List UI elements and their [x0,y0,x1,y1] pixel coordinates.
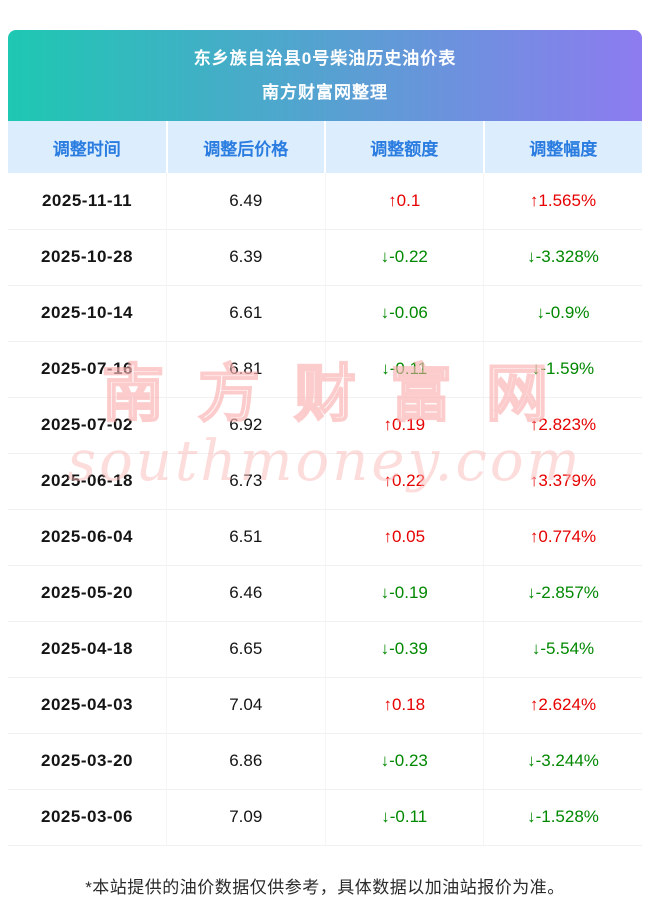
cell-change-pct: ↓-1.59% [483,341,642,398]
footer-note: *本站提供的油价数据仅供参考，具体数据以加油站报价为准。 [85,877,565,897]
cell-change: ↑0.19 [325,397,484,454]
cell-change-pct: ↓-0.9% [483,285,642,342]
cell-date: 2025-06-04 [8,509,167,566]
cell-change-pct: ↑1.565% [483,173,642,230]
cell-date: 2025-10-14 [8,285,167,342]
cell-date: 2025-07-02 [8,397,167,454]
cell-change-pct: ↑3.379% [483,453,642,510]
cell-price: 7.09 [166,789,326,846]
cell-date: 2025-05-20 [8,565,167,622]
table-row: 2025-05-20 6.46 ↓-0.19 ↓-2.857% [8,565,642,622]
table-header-row: 调整时间 调整后价格 调整额度 调整幅度 [8,121,642,173]
cell-change-pct: ↓-2.857% [483,565,642,622]
cell-price: 6.86 [166,733,326,790]
cell-change: ↑0.05 [325,509,484,566]
col-header-adjust-percent: 调整幅度 [482,121,642,173]
cell-price: 6.73 [166,453,326,510]
table-row: 2025-06-18 6.73 ↑0.22 ↑3.379% [8,453,642,510]
page-subtitle: 南方财富网整理 [262,83,388,102]
cell-change: ↑0.18 [325,677,484,734]
cell-price: 6.39 [166,229,326,286]
table-row: 2025-11-11 6.49 ↑0.1 ↑1.565% [8,173,642,230]
col-header-adjust-time: 调整时间 [8,121,167,173]
cell-change: ↓-0.22 [325,229,484,286]
cell-date: 2025-04-18 [8,621,167,678]
table-row: 2025-06-04 6.51 ↑0.05 ↑0.774% [8,509,642,566]
table-row: 2025-03-06 7.09 ↓-0.11 ↓-1.528% [8,789,642,846]
cell-price: 6.61 [166,285,326,342]
cell-change: ↓-0.23 [325,733,484,790]
cell-date: 2025-07-16 [8,341,167,398]
table-row: 2025-03-20 6.86 ↓-0.23 ↓-3.244% [8,733,642,790]
col-header-adjust-amount: 调整额度 [324,121,484,173]
cell-date: 2025-11-11 [8,173,167,230]
cell-change-pct: ↓-3.328% [483,229,642,286]
cell-change-pct: ↓-1.528% [483,789,642,846]
cell-change-pct: ↑0.774% [483,509,642,566]
cell-change: ↓-0.06 [325,285,484,342]
cell-price: 6.51 [166,509,326,566]
cell-date: 2025-06-18 [8,453,167,510]
price-table: 调整时间 调整后价格 调整额度 调整幅度 2025-11-11 6.49 ↑0.… [8,121,642,846]
cell-date: 2025-10-28 [8,229,167,286]
cell-price: 6.65 [166,621,326,678]
cell-change: ↓-0.11 [325,341,484,398]
table-row: 2025-07-02 6.92 ↑0.19 ↑2.823% [8,397,642,454]
cell-change: ↓-0.39 [325,621,484,678]
cell-change-pct: ↓-5.54% [483,621,642,678]
cell-price: 6.81 [166,341,326,398]
cell-change-pct: ↑2.624% [483,677,642,734]
cell-date: 2025-03-20 [8,733,167,790]
page-header: 东乡族自治县0号柴油历史油价表 南方财富网整理 [8,30,642,121]
cell-change: ↑0.22 [325,453,484,510]
col-header-adjusted-price: 调整后价格 [165,121,325,173]
cell-change: ↓-0.19 [325,565,484,622]
cell-change-pct: ↑2.823% [483,397,642,454]
table-row: 2025-07-16 6.81 ↓-0.11 ↓-1.59% [8,341,642,398]
cell-change: ↓-0.11 [325,789,484,846]
page-title: 东乡族自治县0号柴油历史油价表 [193,49,457,68]
cell-price: 7.04 [166,677,326,734]
table-row: 2025-04-18 6.65 ↓-0.39 ↓-5.54% [8,621,642,678]
cell-date: 2025-03-06 [8,789,167,846]
table-row: 2025-10-14 6.61 ↓-0.06 ↓-0.9% [8,285,642,342]
cell-price: 6.49 [166,173,326,230]
cell-change-pct: ↓-3.244% [483,733,642,790]
cell-price: 6.46 [166,565,326,622]
cell-change: ↑0.1 [325,173,484,230]
page: 东乡族自治县0号柴油历史油价表 南方财富网整理 调整时间 调整后价格 调整额度 … [8,0,642,898]
table-row: 2025-04-03 7.04 ↑0.18 ↑2.624% [8,677,642,734]
cell-date: 2025-04-03 [8,677,167,734]
price-table-body: 2025-11-11 6.49 ↑0.1 ↑1.565% 2025-10-28 … [8,173,642,846]
cell-price: 6.92 [166,397,326,454]
table-row: 2025-10-28 6.39 ↓-0.22 ↓-3.328% [8,229,642,286]
